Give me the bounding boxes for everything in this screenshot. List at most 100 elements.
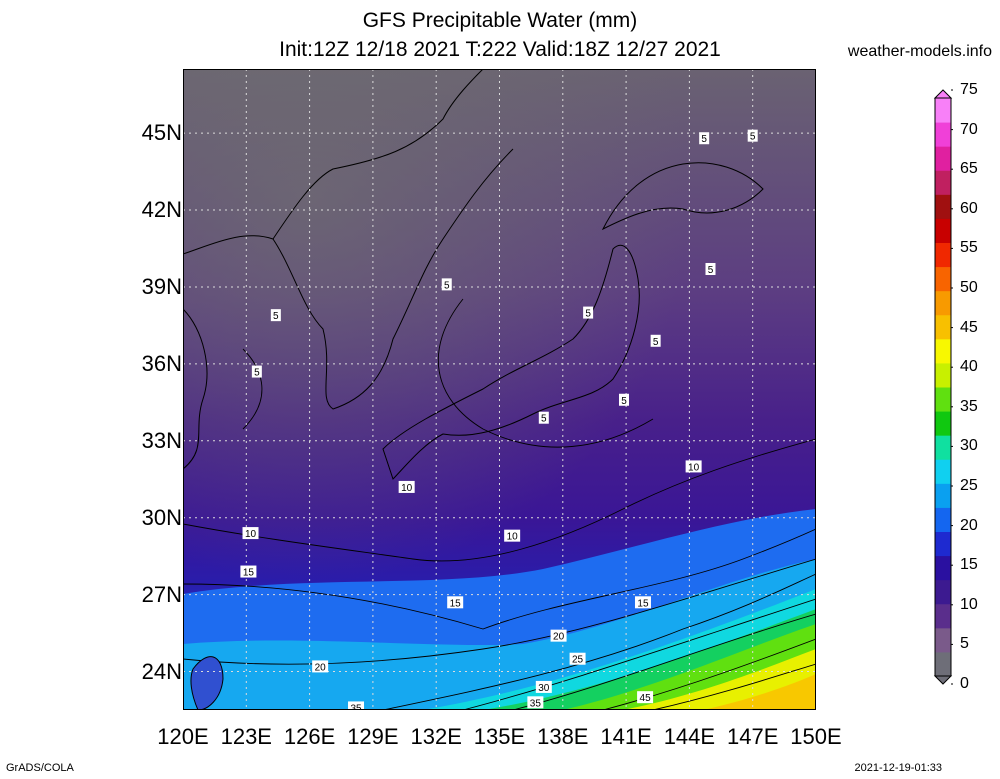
svg-text:5: 5 — [653, 337, 659, 348]
colorbar-swatch — [935, 603, 951, 629]
lon-tick-label: 135E — [473, 724, 526, 749]
lat-tick-label: 33N — [141, 427, 182, 453]
timestamp-label: 2021-12-19-01:33 — [854, 762, 942, 774]
colorbar-label: 45 — [960, 318, 978, 336]
lon-tick-label: 126E — [283, 724, 336, 749]
contour-label: 5 — [705, 262, 716, 276]
contour-label: 5 — [251, 365, 262, 379]
lon-tick-label: 147E — [726, 724, 779, 749]
colorbar-swatch — [935, 314, 951, 340]
colorbar-swatch — [935, 242, 951, 268]
colorbar-swatch — [935, 579, 951, 605]
contour-label: 5 — [747, 129, 758, 143]
colorbar-label: 70 — [960, 120, 978, 138]
lon-tick-label: 144E — [663, 724, 716, 749]
colorbar-label: 50 — [960, 279, 978, 296]
credit-label: GrADS/COLA — [6, 762, 74, 774]
svg-text:30: 30 — [538, 683, 550, 694]
lat-tick-label: 42N — [141, 197, 182, 223]
svg-text:10: 10 — [401, 483, 413, 494]
lat-tick-label: 24N — [141, 658, 182, 684]
svg-text:20: 20 — [553, 632, 565, 643]
svg-text:5: 5 — [621, 396, 627, 407]
site-label[interactable]: weather-models.info — [847, 43, 992, 60]
svg-text:20: 20 — [315, 662, 327, 673]
svg-text:15: 15 — [450, 598, 462, 609]
contour-label: 10 — [504, 529, 521, 543]
colorbar-swatch — [935, 290, 951, 316]
colorbar-label: 15 — [960, 556, 978, 574]
contour-label: 35 — [348, 701, 365, 710]
colorbar-label: 25 — [960, 477, 978, 494]
contour-label: 15 — [634, 596, 651, 609]
svg-text:15: 15 — [243, 568, 255, 579]
svg-text:10: 10 — [507, 532, 519, 543]
lon-tick-label: 120E — [157, 724, 209, 749]
colorbar-label: 60 — [960, 199, 978, 217]
svg-text:5: 5 — [254, 368, 260, 379]
contour-label: 20 — [312, 660, 329, 673]
svg-text:10: 10 — [245, 529, 257, 540]
colorbar-swatch — [935, 98, 951, 123]
colorbar-swatch — [935, 194, 951, 219]
contour-label: 5 — [441, 278, 452, 291]
contour-label: 10 — [685, 460, 702, 473]
colorbar-swatch — [935, 122, 951, 147]
contour-label: 15 — [240, 565, 257, 579]
lon-tick-label: 138E — [537, 724, 589, 749]
svg-text:15: 15 — [637, 598, 649, 609]
lon-tick-label: 141E — [600, 724, 652, 749]
colorbar-frame — [934, 97, 952, 677]
lon-tick-label: 150E — [790, 724, 842, 749]
contour-label: 5 — [618, 393, 629, 407]
colorbar-swatch — [935, 435, 951, 460]
lat-tick-label: 27N — [141, 581, 182, 607]
lon-tick-label: 123E — [220, 724, 272, 749]
colorbar-label: 20 — [960, 516, 978, 534]
contour-label: 45 — [637, 691, 654, 704]
colorbar-label: 55 — [960, 239, 978, 257]
svg-text:5: 5 — [273, 311, 279, 322]
colorbar-swatch — [935, 651, 951, 677]
svg-text:5: 5 — [708, 265, 714, 276]
lat-tick-label: 36N — [141, 350, 182, 376]
contour-label: 25 — [569, 652, 586, 666]
colorbar-swatch — [935, 146, 951, 171]
contour-label: 10 — [242, 527, 259, 540]
svg-text:25: 25 — [572, 655, 584, 666]
contour-label: 5 — [650, 334, 661, 348]
svg-text:5: 5 — [585, 309, 591, 320]
colorbar-label: 35 — [960, 397, 978, 415]
colorbar-swatch — [935, 266, 951, 292]
colorbar-swatch — [935, 362, 951, 388]
colorbar-swatch — [935, 411, 951, 436]
lat-tick-label: 30N — [141, 504, 182, 530]
contour-label: 35 — [527, 696, 544, 709]
colorbar-swatch — [935, 555, 951, 581]
contour-label: 5 — [699, 132, 710, 145]
lon-tick-label: 129E — [347, 724, 399, 749]
colorbar-swatch — [935, 483, 951, 508]
svg-text:35: 35 — [350, 703, 362, 710]
contour-label: 5 — [538, 411, 549, 425]
colorbar-label: 65 — [960, 160, 978, 178]
contour-label: 5 — [270, 309, 281, 322]
precipitable-water-map: 5 5 5 5 5 5 5 5 5 5 10 10 10 10 15 15 15 20 20 25 30 35 35 45 — [183, 69, 816, 710]
colorbar-label: 75 — [960, 81, 978, 98]
svg-text:10: 10 — [688, 462, 700, 473]
svg-text:5: 5 — [750, 132, 756, 143]
colorbar-label: 30 — [960, 437, 978, 455]
colorbar — [933, 89, 953, 685]
colorbar-label: 40 — [960, 358, 978, 376]
contour-label: 20 — [550, 629, 567, 643]
contour-label: 5 — [583, 306, 594, 320]
lon-tick-label: 132E — [410, 724, 462, 749]
contour-label: 30 — [535, 680, 552, 694]
colorbar-swatch — [935, 218, 951, 243]
colorbar-swatch — [935, 627, 951, 653]
map-title: GFS Precipitable Water (mm) — [362, 9, 638, 32]
colorbar-swatch — [935, 338, 951, 364]
colorbar-label: 5 — [960, 635, 969, 653]
colorbar-swatch — [935, 170, 951, 195]
colorbar-max-arrow — [933, 89, 953, 99]
